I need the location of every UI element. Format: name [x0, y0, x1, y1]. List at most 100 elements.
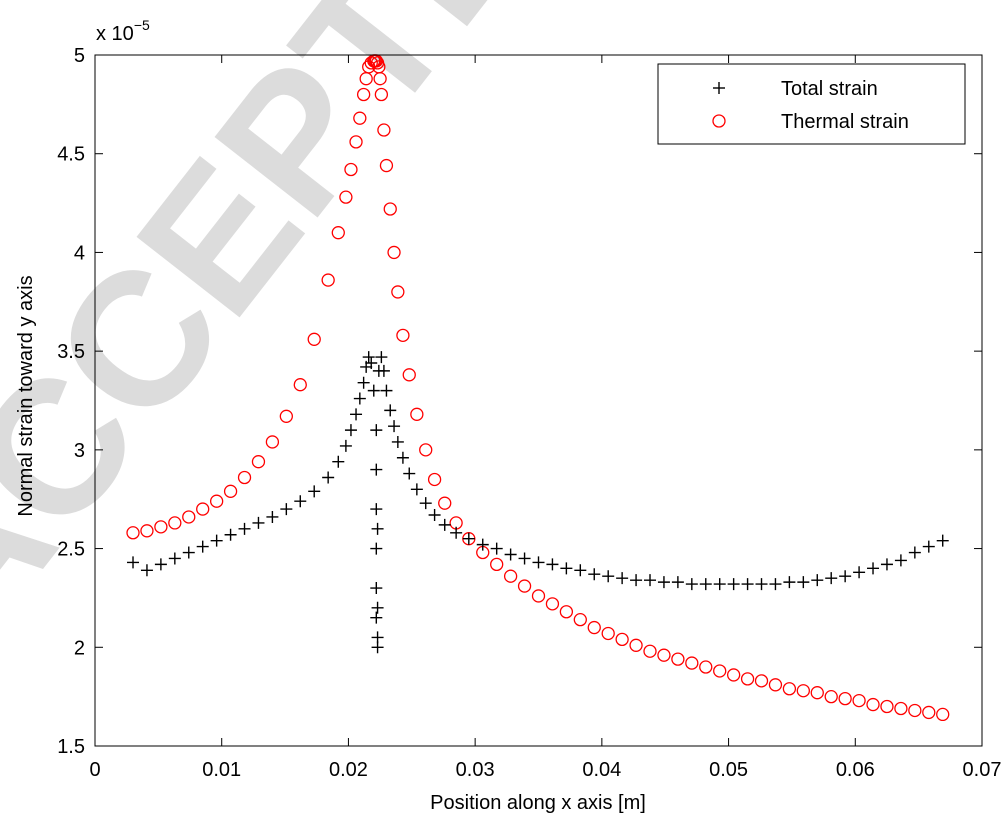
data-point-plus [797, 576, 810, 589]
data-point-circle [209, 494, 224, 508]
data-point-circle [126, 526, 140, 540]
data-point-circle [410, 407, 424, 421]
data-point-plus [428, 509, 441, 522]
data-point-circle [699, 660, 713, 674]
data-point-circle [796, 684, 810, 698]
data-point-circle [383, 202, 397, 216]
data-point-circle [768, 678, 783, 692]
data-point-circle [140, 524, 154, 538]
data-point-plus [371, 601, 384, 614]
data-point-plus [438, 518, 451, 531]
data-point-plus [936, 534, 949, 547]
data-point-plus [332, 455, 345, 468]
legend-box [657, 63, 966, 145]
data-point-plus [922, 540, 935, 553]
data-point-circle [237, 470, 252, 485]
data-point-plus [224, 528, 237, 541]
data-point-circle [754, 674, 769, 688]
series-total-strain [127, 351, 949, 654]
y-axis-label: Normal strain toward y axis [15, 275, 37, 516]
data-point-plus [365, 356, 378, 369]
data-point-circle [587, 620, 601, 635]
data-point-circle [223, 484, 238, 498]
data-point-plus [671, 576, 684, 589]
data-point-plus [238, 522, 251, 535]
data-point-circle [880, 699, 894, 714]
data-point-circle [321, 273, 335, 287]
data-point-circle [531, 589, 546, 603]
data-point-circle [251, 455, 266, 469]
data-point-plus [616, 572, 629, 585]
data-point-circle [344, 162, 358, 177]
data-point-circle [265, 435, 280, 449]
data-point-circle [685, 656, 699, 670]
data-point-circle [671, 652, 685, 666]
x-tick-label: 0.05 [709, 759, 748, 781]
data-point-circle [356, 87, 371, 102]
data-point-plus [266, 510, 279, 523]
data-point-plus [370, 582, 383, 595]
data-point-circle [517, 579, 532, 593]
data-point-circle [838, 691, 852, 706]
data-point-circle [726, 668, 741, 682]
data-point-circle [908, 703, 922, 718]
data-point-circle [419, 443, 433, 457]
data-point-circle [402, 368, 416, 382]
legend-marker-total-strain [713, 82, 725, 94]
data-point-circle [713, 664, 727, 678]
data-point-plus [811, 574, 824, 587]
y-tick-label: 2 [74, 637, 85, 659]
data-point-plus [476, 538, 489, 551]
data-point-plus [546, 558, 559, 571]
legend-marker-thermal-strain [712, 114, 726, 128]
data-point-plus [370, 542, 383, 555]
x-tick-label: 0.03 [456, 759, 495, 781]
data-point-circle [936, 707, 950, 722]
data-point-plus [450, 526, 463, 539]
y-exponent-base: x 10 [96, 23, 134, 45]
legend-label-total-strain: Total strain [781, 78, 878, 100]
data-point-plus [396, 451, 409, 464]
data-point-circle [490, 557, 504, 572]
data-point-plus [825, 572, 838, 585]
data-point-circle [852, 693, 866, 708]
data-point-plus [560, 562, 573, 575]
data-point-circle [438, 496, 452, 510]
y-tick-label: 5 [74, 45, 85, 67]
data-point-circle [629, 638, 643, 652]
data-point-plus [280, 503, 293, 516]
data-point-plus [344, 424, 357, 437]
data-point-plus [783, 576, 796, 589]
data-point-plus [362, 351, 375, 364]
data-point-circle [824, 689, 838, 704]
x-tick-label: 0.07 [963, 759, 1002, 781]
data-point-circle [353, 111, 367, 125]
data-point-circle [196, 502, 210, 516]
data-point-plus [839, 570, 852, 583]
data-point-plus [371, 641, 384, 654]
data-point-circle [503, 569, 518, 583]
series-thermal-strain [126, 54, 950, 722]
data-point-circle [894, 701, 908, 716]
data-point-plus [370, 463, 383, 476]
data-point-circle [379, 158, 394, 173]
data-point-plus [727, 578, 740, 591]
data-point-circle [279, 409, 293, 423]
data-point-plus [403, 467, 416, 480]
data-point-circle [657, 648, 671, 662]
data-point-plus [490, 542, 503, 555]
data-point-plus [353, 392, 366, 405]
data-point-plus [154, 558, 167, 571]
data-point-plus [518, 552, 531, 565]
data-point-plus [769, 578, 782, 591]
data-point-plus [419, 497, 432, 510]
data-point-circle [293, 378, 307, 392]
data-point-plus [370, 503, 383, 516]
data-point-circle [427, 472, 442, 487]
data-point-plus [196, 540, 209, 553]
y-tick-label: 3 [74, 440, 85, 462]
data-point-circle [168, 516, 182, 530]
data-point-plus [410, 483, 423, 496]
data-point-circle [643, 644, 657, 658]
